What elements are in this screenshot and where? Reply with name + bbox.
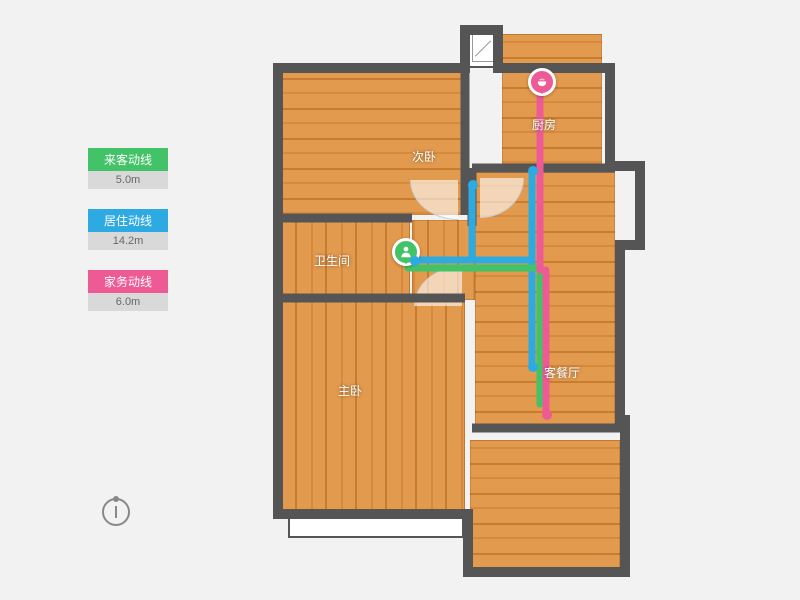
room-label: 客餐厅 xyxy=(544,364,580,381)
path-endpoint xyxy=(542,410,552,420)
path-endpoint xyxy=(528,166,538,176)
room-label: 主卧 xyxy=(338,382,362,399)
legend-value: 5.0m xyxy=(88,171,168,189)
room-label: 次卧 xyxy=(412,148,436,165)
compass-icon xyxy=(102,498,130,526)
legend-label: 居住动线 xyxy=(88,209,168,232)
plan-svg xyxy=(240,20,660,580)
legend-panel: 来客动线 5.0m 居住动线 14.2m 家务动线 6.0m xyxy=(88,148,168,331)
floor-plan: 次卧卫生间主卧 厨房客餐厅 xyxy=(240,20,660,580)
legend-label: 来客动线 xyxy=(88,148,168,171)
legend-item-chores: 家务动线 6.0m xyxy=(88,270,168,311)
path-endpoint xyxy=(528,362,538,372)
room-label: 卫生间 xyxy=(314,252,350,269)
legend-item-living: 居住动线 14.2m xyxy=(88,209,168,250)
pot-marker-icon xyxy=(528,68,556,96)
legend-item-guest: 来客动线 5.0m xyxy=(88,148,168,189)
room-label: 厨房 xyxy=(532,116,556,133)
legend-label: 家务动线 xyxy=(88,270,168,293)
legend-value: 14.2m xyxy=(88,232,168,250)
path-endpoint xyxy=(468,180,478,190)
legend-value: 6.0m xyxy=(88,293,168,311)
path-endpoint xyxy=(410,256,420,266)
path-guest-line xyxy=(408,268,540,404)
